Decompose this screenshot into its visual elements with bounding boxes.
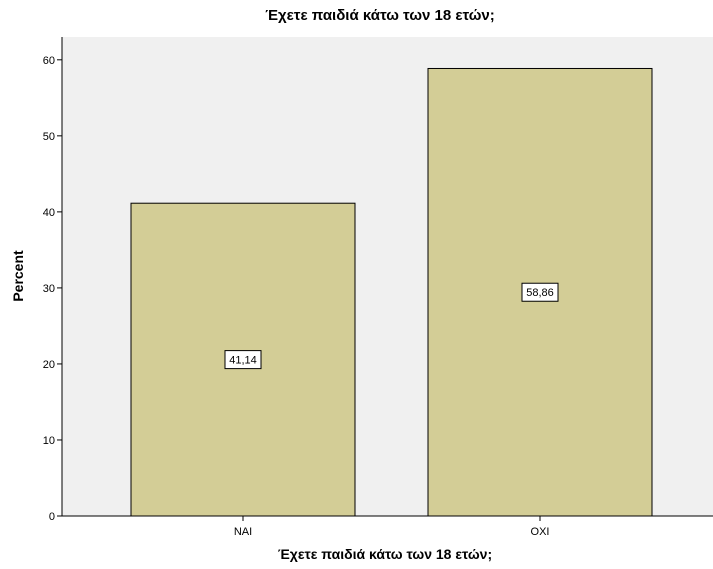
y-tick-label: 60 bbox=[43, 55, 55, 67]
x-tick-label: ΝΑΙ bbox=[234, 526, 252, 538]
data-label: 41,14 bbox=[229, 355, 257, 367]
y-tick-label: 10 bbox=[43, 435, 55, 447]
y-tick-label: 50 bbox=[43, 131, 55, 143]
y-tick-label: 0 bbox=[49, 511, 55, 523]
data-label-box bbox=[224, 350, 262, 370]
y-axis-label: Percent bbox=[10, 250, 26, 302]
data-labels-group: 41,14 58,86 bbox=[224, 282, 559, 370]
data-label-box bbox=[521, 282, 559, 302]
data-label: 58,86 bbox=[526, 287, 554, 299]
x-axis-label: Έχετε παιδιά κάτω των 18 ετών; bbox=[278, 546, 492, 562]
y-tick-label: 40 bbox=[43, 207, 55, 219]
y-axis-ticks: 0 10 20 30 40 50 60 bbox=[43, 55, 62, 523]
x-axis-ticks: ΝΑΙ ΟΧΙ bbox=[234, 516, 550, 538]
y-tick-label: 20 bbox=[43, 359, 55, 371]
x-tick-label: ΟΧΙ bbox=[531, 526, 550, 538]
chart-title: Έχετε παιδιά κάτω των 18 ετών; bbox=[265, 7, 495, 24]
y-tick-label: 30 bbox=[43, 283, 55, 295]
